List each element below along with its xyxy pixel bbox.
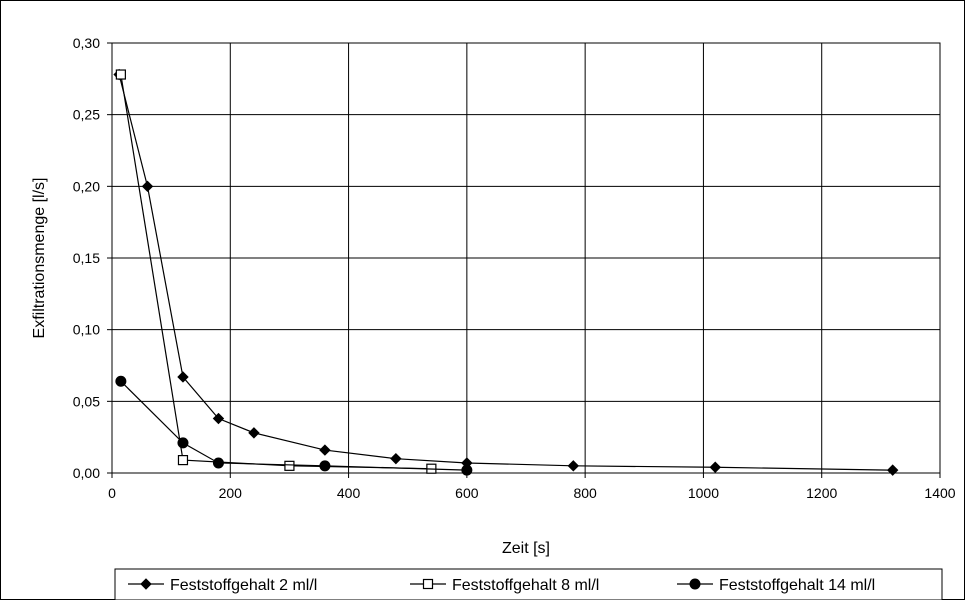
- data-point-square: [422, 578, 434, 590]
- legend-item-2: Feststoffgehalt 8 ml/l: [410, 577, 599, 594]
- series-layer: [113, 68, 899, 476]
- y-tick-label: 0,10: [73, 322, 100, 338]
- data-point-diamond: [319, 444, 331, 456]
- x-axis-title: Zeit [s]: [502, 540, 550, 557]
- x-tick-label: 200: [219, 485, 243, 501]
- x-tick-label: 400: [337, 485, 361, 501]
- y-tick-label: 0,25: [73, 107, 100, 123]
- legend-label: Feststoffgehalt 14 ml/l: [719, 577, 875, 594]
- y-tick-label: 0,30: [73, 35, 100, 51]
- y-tick-label: 0,20: [73, 178, 100, 194]
- data-point-diamond: [212, 412, 225, 425]
- x-tick-label: 600: [455, 485, 479, 501]
- y-axis-title: Exfiltrationsmenge [l/s]: [31, 178, 48, 339]
- x-tick-label: 1400: [924, 485, 955, 501]
- data-point-diamond: [140, 578, 152, 590]
- data-point-circle: [115, 375, 127, 387]
- data-point-circle: [689, 578, 701, 590]
- data-point-diamond: [709, 461, 721, 473]
- grid-lines: [111, 42, 941, 474]
- data-point-circle: [212, 457, 224, 469]
- data-point-diamond: [177, 371, 189, 383]
- y-axis-ticks: 0,00 0,05 0,10 0,15 0,20 0,25 0,30: [73, 35, 112, 481]
- data-point-diamond: [248, 427, 260, 439]
- data-point-circle: [319, 460, 331, 472]
- data-point-diamond: [886, 464, 899, 476]
- data-point-square: [284, 460, 295, 471]
- legend-item-1: Feststoffgehalt 2 ml/l: [128, 577, 317, 594]
- data-point-circle: [461, 464, 473, 476]
- y-tick-label: 0,00: [73, 465, 100, 481]
- y-tick-label: 0,15: [73, 250, 100, 266]
- legend-label: Feststoffgehalt 2 ml/l: [170, 577, 317, 594]
- data-point-diamond: [141, 180, 154, 193]
- x-tick-label: 0: [108, 485, 116, 501]
- data-point-diamond: [567, 460, 580, 472]
- legend-entries: Feststoffgehalt 2 ml/l Feststoffgehalt 8 …: [128, 577, 875, 594]
- x-tick-label: 1000: [688, 485, 719, 501]
- x-tick-label: 800: [573, 485, 597, 501]
- legend-item-3: Feststoffgehalt 14 ml/l: [677, 577, 875, 594]
- series-3: [115, 375, 473, 476]
- x-tick-label: 1200: [806, 485, 837, 501]
- x-axis-ticks: 0 200 400 600 800 1000 1200 1400: [108, 473, 956, 501]
- y-tick-label: 0,05: [73, 393, 100, 409]
- data-point-circle: [177, 437, 189, 449]
- data-point-square: [177, 455, 189, 466]
- legend: [114, 568, 943, 600]
- series-1: [113, 68, 899, 476]
- legend-label: Feststoffgehalt 8 ml/l: [452, 577, 599, 594]
- data-point-diamond: [390, 452, 402, 465]
- data-point-square: [115, 69, 126, 80]
